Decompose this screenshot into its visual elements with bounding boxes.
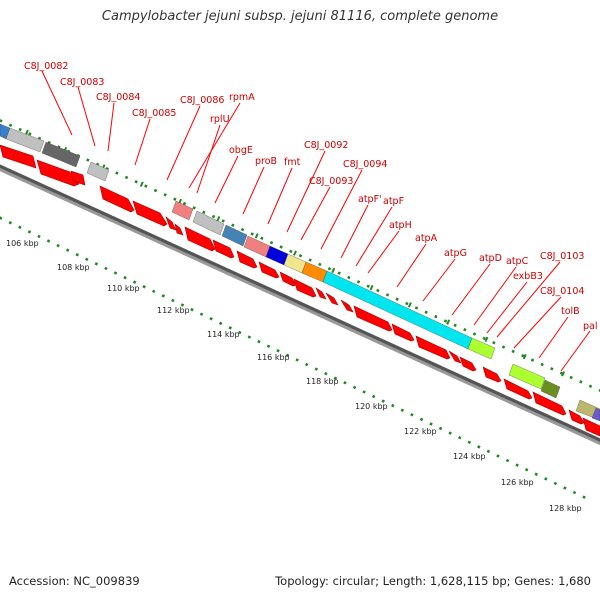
gene-label: C8J_0092 bbox=[304, 140, 348, 151]
genome-title: Campylobacter jejuni subsp. jejuni 81116… bbox=[101, 9, 499, 24]
gene-label: atpA bbox=[415, 233, 438, 244]
forward-strand-features bbox=[0, 123, 600, 422]
feature-block bbox=[192, 210, 225, 236]
gene-arrow bbox=[99, 185, 135, 213]
gene-label: atpG bbox=[444, 248, 467, 259]
gene-label: C8J_0104 bbox=[540, 286, 584, 297]
feature-block bbox=[508, 363, 546, 390]
gene-label-lines bbox=[41, 70, 591, 372]
gene-arrow bbox=[174, 223, 184, 236]
kbp-label: 122 kbp bbox=[404, 427, 437, 436]
gene-arrow bbox=[184, 226, 216, 252]
gene-arrow bbox=[448, 350, 462, 364]
kbp-label: 118 kbp bbox=[306, 377, 339, 386]
position-labels: 106 kbp 108 kbp 110 kbp 112 kbp 114 kbp … bbox=[6, 239, 582, 513]
kbp-label: 112 kbp bbox=[157, 306, 190, 315]
outer-tick-dots bbox=[0, 119, 600, 392]
gene-label: pal bbox=[583, 321, 598, 332]
gene-arrow bbox=[236, 250, 258, 269]
gene-arrow bbox=[353, 305, 393, 332]
gene-arrow bbox=[279, 271, 297, 287]
gene-arrow bbox=[503, 378, 533, 400]
gene-label: rpmA bbox=[229, 92, 255, 103]
kbp-label: 128 kbp bbox=[549, 504, 582, 513]
gene-labels: C8J_0082 C8J_0083 C8J_0084 C8J_0085 C8J_… bbox=[24, 61, 598, 332]
gene-arrow bbox=[315, 287, 327, 300]
gene-label: rplU bbox=[210, 114, 230, 125]
accession-text: Accession: NC_009839 bbox=[9, 574, 140, 588]
kbp-label: 120 kbp bbox=[355, 402, 388, 411]
feature-block bbox=[540, 379, 561, 399]
feature-block bbox=[243, 235, 271, 258]
gene-label: atpH bbox=[389, 220, 412, 231]
feature-block bbox=[221, 224, 248, 247]
gene-arrow bbox=[340, 299, 354, 313]
gene-label: C8J_0084 bbox=[96, 92, 140, 103]
gene-label: fmt bbox=[284, 157, 301, 168]
gene-arrow bbox=[258, 261, 280, 279]
gene-arrow bbox=[293, 278, 317, 298]
feature-block bbox=[5, 127, 45, 153]
gene-label: atpD bbox=[479, 253, 502, 264]
kbp-label: 116 kbp bbox=[257, 353, 290, 362]
kbp-label: 106 kbp bbox=[6, 239, 39, 248]
gene-label: C8J_0093 bbox=[309, 176, 353, 187]
gene-label: proB bbox=[255, 156, 277, 167]
gene-label: exbB3 bbox=[513, 271, 543, 282]
gene-label: atpF' bbox=[358, 194, 382, 205]
gene-label: C8J_0094 bbox=[343, 159, 387, 170]
genome-backbone bbox=[0, 164, 600, 446]
gene-arrow bbox=[212, 239, 235, 259]
gene-label: tolB bbox=[561, 306, 580, 317]
feature-block bbox=[171, 200, 194, 221]
gene-arrow bbox=[132, 200, 168, 227]
reverse-strand-genes bbox=[0, 144, 600, 437]
gene-arrow bbox=[70, 170, 86, 186]
kbp-label: 126 kbp bbox=[501, 478, 534, 487]
gene-arrow bbox=[532, 391, 567, 416]
gene-arrow bbox=[325, 292, 339, 306]
kbp-label: 110 kbp bbox=[107, 284, 140, 293]
kbp-label: 108 kbp bbox=[57, 263, 90, 272]
feature-block bbox=[591, 407, 600, 422]
feature-block bbox=[283, 253, 307, 274]
gene-label: C8J_0086 bbox=[180, 95, 224, 106]
gene-label: C8J_0103 bbox=[540, 251, 584, 262]
gene-arrow bbox=[415, 335, 451, 360]
feature-block bbox=[86, 161, 110, 182]
gene-arrow bbox=[582, 417, 600, 437]
gene-label: C8J_0083 bbox=[60, 77, 104, 88]
gene-arrow bbox=[391, 323, 415, 342]
gene-arrow bbox=[165, 216, 177, 231]
feature-block bbox=[301, 261, 328, 283]
kbp-label: 114 kbp bbox=[207, 330, 240, 339]
feature-block bbox=[41, 141, 81, 168]
gene-label: atpC bbox=[506, 256, 529, 267]
gene-arrow bbox=[0, 144, 37, 169]
genome-stats-text: Topology: circular; Length: 1,628,115 bp… bbox=[275, 574, 591, 588]
gene-label: atpF bbox=[383, 196, 404, 207]
gene-arrow bbox=[459, 356, 477, 372]
feature-block bbox=[265, 245, 289, 266]
kbp-label: 124 kbp bbox=[453, 452, 486, 461]
gene-arrow bbox=[482, 366, 502, 383]
gene-label: C8J_0082 bbox=[24, 61, 68, 72]
gene-label: obgE bbox=[229, 145, 253, 156]
gene-arrow bbox=[568, 409, 585, 425]
gene-label: C8J_0085 bbox=[132, 108, 176, 119]
feature-block bbox=[467, 337, 496, 360]
feature-block bbox=[322, 270, 473, 350]
gene-arrow bbox=[36, 159, 80, 187]
